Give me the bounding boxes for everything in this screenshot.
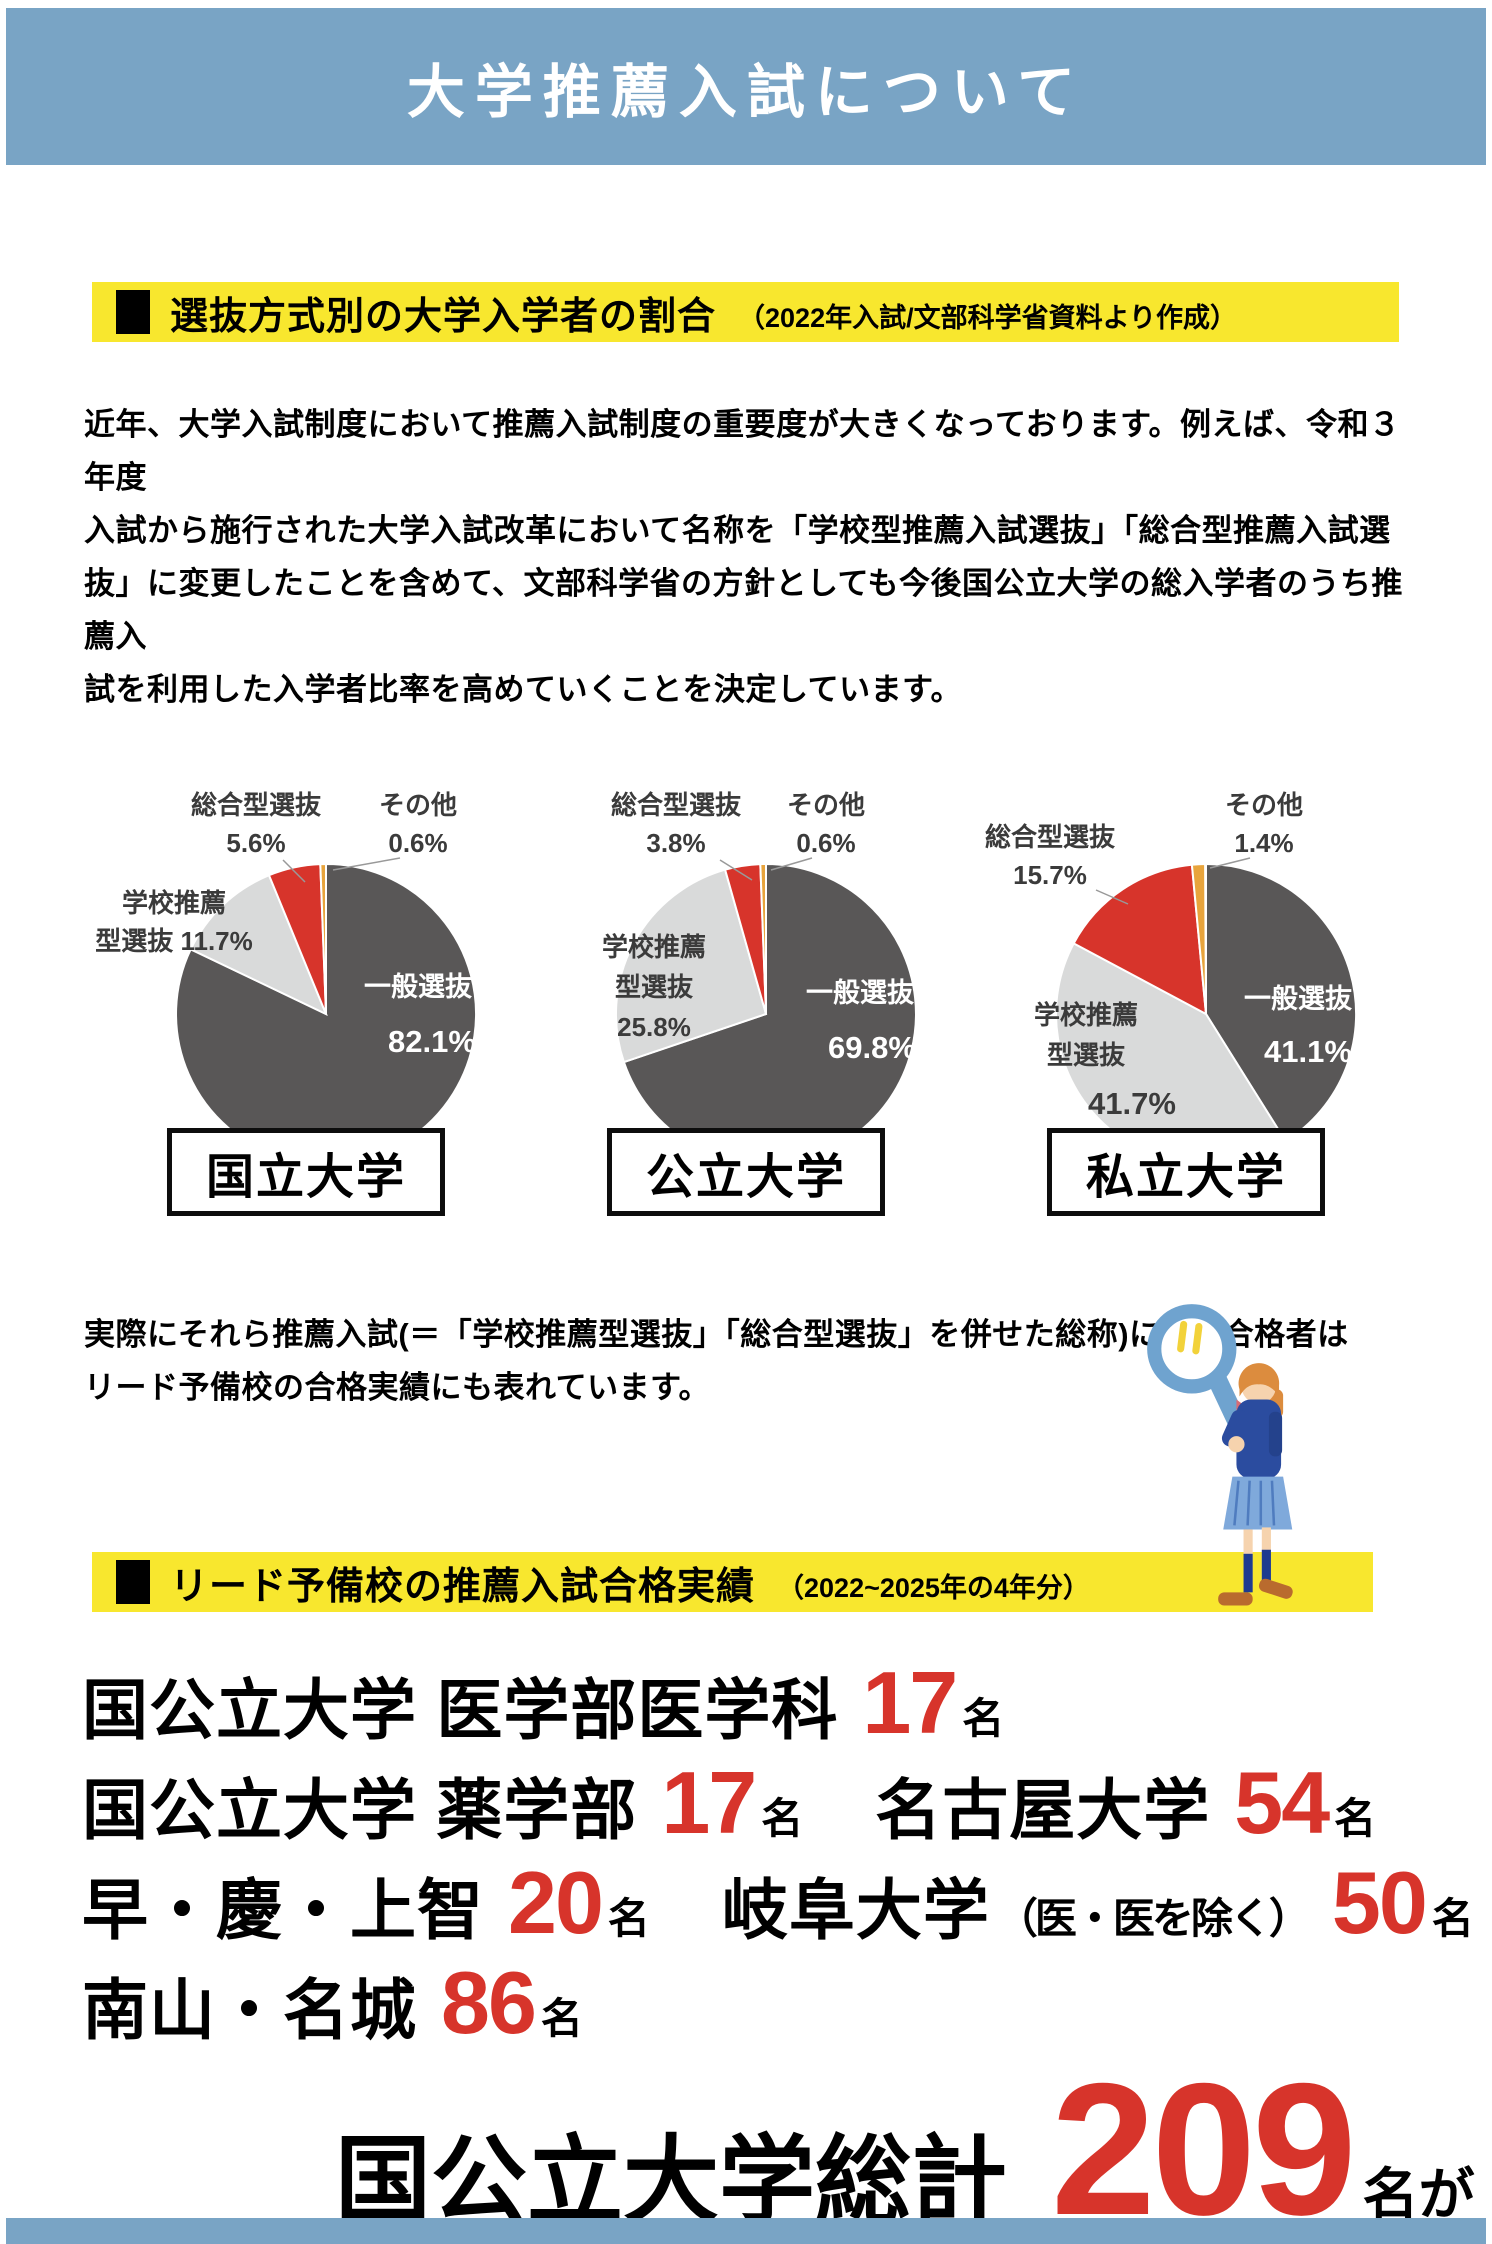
label-leader-line [1209,857,1251,869]
pie-label: 一般選抜 [364,971,473,1002]
pie-label: 41.7% [1088,1086,1176,1121]
label-leader-line [332,857,401,871]
pie-label: 学校推薦型選抜 25.8% [602,932,706,1042]
text-segment-k: 南山・名城 [82,1973,417,2047]
section-note: （2022年入試/文部科学省資料より作成） [738,302,1238,333]
chart-title-box: 私立大学 [1046,1128,1326,1216]
totals-row: 国公立大学総計 209 名が [335,2044,1492,2244]
text-segment-num: 54 [1234,1753,1330,1852]
section-title: 選抜方式別の大学入学者の割合 [170,295,717,338]
text-segment-k: 早・慶・上智 [82,1873,484,1947]
text-segment-mei: 名 [607,1895,650,1942]
pie-slice [319,862,327,1015]
top-banner: 大学推薦入試について [6,8,1486,165]
text-segment-num: 17 [661,1753,757,1852]
section-header-admission-ratio: 選抜方式別の大学入学者の割合 （2022年入試/文部科学省資料より作成） [92,282,1399,342]
pie-charts-row: 総合型選抜 5.6% その他 0.6% 学校推薦型選抜 11.7% 一般選抜 82.1% 国… [88,784,1404,1224]
middle-paragraph: 実際にそれら推薦入試(＝「学校推薦型選抜」「総合型選抜」を併せた総称)による合格… [84,1317,1349,1405]
text-segment-k2: 国公立大学総計 [335,2128,1007,2235]
pie-label: 82.1% [388,1024,476,1059]
text-segment-num: 20 [508,1853,604,1952]
label-leader-line [770,857,813,871]
label-leader-line [1095,889,1129,905]
text-segment-paren: （医・医を除く） [995,1895,1311,1942]
bottom-banner [6,2218,1486,2244]
pie-label: その他 0.6% [379,790,457,858]
pie-slice [614,868,768,1064]
section-title: リード予備校の推薦入試合格実績 [170,1565,756,1608]
results-list: 国公立大学 医学部医学科 17 名国公立大学 薬学部 17 名名古屋大学 54 名早・慶・上… [82,1652,1492,2052]
pie-chart-national: 総合型選抜 5.6% その他 0.6% 学校推薦型選抜 11.7% 一般選抜 82.1% [95,790,478,1165]
text-segment-mei: 名 [540,1995,583,2042]
pie-chart-private: その他 1.4% 総合型選抜 15.7% 学校推薦型選抜 41.7% 一般選抜 41.1% [985,790,1358,1166]
text-segment-mei: 名 [1431,1895,1474,1942]
text-segment-k: 岐阜大学 [721,1873,990,1947]
section-bullet-icon [116,290,150,334]
text-segment-num: 50 [1331,1853,1428,1952]
pie-label: 総合型選抜 5.6% [191,790,322,858]
label-leader-line [282,859,306,883]
pie-slice [759,862,767,1015]
chart-national-university: 総合型選抜 5.6% その他 0.6% 学校推薦型選抜 11.7% 一般選抜 82.1% 国… [88,784,524,1224]
text-segment-num: 86 [441,1953,537,2052]
student-girl [1218,1363,1293,1606]
text-segment-mei2: 名が [1362,2163,1475,2226]
label-leader-line [719,859,753,881]
pie-slice [1072,863,1208,1016]
text-segment-mei: 名 [761,1795,804,1842]
chart-title-box: 公立大学 [606,1128,886,1216]
text-segment-bignum: 209 [1051,2044,1357,2244]
pie-label: 一般選抜 [806,977,915,1008]
pie-label: 総合型選抜 3.8% [611,790,742,858]
page-title: 大学推薦入試について [406,59,1086,125]
result-line: 南山・名城 86 名 [82,1952,1492,2052]
pie-slice [1190,862,1207,1015]
pie-label: 総合型選抜 15.7% [985,822,1116,890]
text-segment-k: 国公立大学 薬学部 [82,1773,638,1847]
pie-label: 一般選抜 [1244,983,1353,1014]
result-line: 国公立大学 薬学部 17 名名古屋大学 54 名 [82,1752,1492,1852]
text-segment-k: 名古屋大学 [875,1773,1211,1847]
pie-slice [189,873,328,1017]
pie-label: その他 1.4% [1225,790,1303,858]
student-illustration [1147,1304,1293,1606]
result-line: 国公立大学 医学部医学科 17 名 [82,1652,1492,1752]
pie-label: 学校推薦型選抜 [1034,1000,1138,1070]
section-header-results: リード予備校の推薦入試合格実績 （2022~2025年の4年分） [92,1552,1373,1612]
text-segment-num: 17 [862,1653,958,1752]
chart-public-university: 総合型選抜 3.8% その他 0.6% 学校推薦型選抜 25.8% 一般選抜 69.8% 公立… [528,784,964,1224]
pie-label: 学校推薦型選抜 11.7% [95,888,253,956]
chart-private-university: その他 1.4% 総合型選抜 15.7% 学校推薦型選抜 41.7% 一般選抜 41.1% 私… [968,784,1404,1224]
pie-label: 41.1% [1264,1034,1352,1069]
intro-paragraph: 近年、大学入試制度において推薦入試制度の重要度が大きくなっております。例えば、令… [84,407,1403,707]
chart-title-box: 国立大学 [166,1128,446,1216]
pie-label: 69.8% [828,1030,916,1065]
pie-label: その他 0.6% [787,790,865,858]
totals-block: 国公立大学総計209名が推薦入試を利用して合格しています。 [335,2044,1492,2244]
pie-chart-public: 総合型選抜 3.8% その他 0.6% 学校推薦型選抜 25.8% 一般選抜 69.8% [602,790,917,1165]
pie-slice [1205,862,1358,1143]
text-segment-mei: 名 [1334,1795,1377,1842]
section-note: （2022~2025年の4年分） [777,1572,1090,1603]
result-line: 早・慶・上智 20 名岐阜大学 （医・医を除く） 50 名 [82,1852,1492,1952]
text-segment-mei: 名 [962,1695,1005,1742]
text-segment-k: 国公立大学 医学部医学科 [82,1673,839,1747]
section-bullet-icon [116,1560,150,1604]
